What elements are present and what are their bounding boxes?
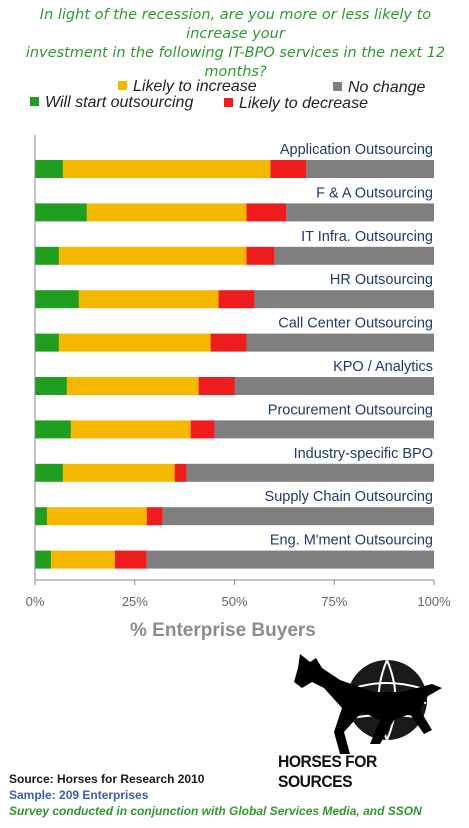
legend-item-no-change: No change xyxy=(333,79,425,97)
x-tick-label-4: 100% xyxy=(417,594,451,609)
bar-likely-to-increase-application-outsourcing xyxy=(62,160,271,178)
bar-no-change-it-infra-outsourcing xyxy=(274,246,434,265)
legend-item-likely-decrease: Likely to decrease xyxy=(224,95,368,113)
bar-likely-to-increase-it-infra-outsourcing xyxy=(58,246,247,265)
bar-likely-to-decrease-industry-specific-bpo xyxy=(174,463,187,482)
category-label-hr-outsourcing: HR Outsourcing xyxy=(330,272,433,288)
bar-likely-to-increase-kpo-analytics xyxy=(66,377,199,395)
footer-survey: Survey conducted in conjunction with Glo… xyxy=(9,804,422,818)
bar-will-start-outsourcing-supply-chain-outsourcing xyxy=(35,507,47,526)
category-label-industry-specific-bpo: Industry-specific BPO xyxy=(294,446,433,462)
category-label-it-infra-outsourcing: IT Infra. Outsourcing xyxy=(301,229,433,245)
legend-swatch-likely-increase xyxy=(118,81,127,90)
x-tick-label-2: 50% xyxy=(221,594,247,609)
bar-no-change-procurement-outsourcing xyxy=(214,420,434,439)
bar-will-start-outsourcing-procurement-outsourcing xyxy=(35,420,71,439)
bar-likely-to-increase-hr-outsourcing xyxy=(78,290,219,309)
bar-likely-to-increase-call-center-outsourcing xyxy=(58,333,211,352)
legend-item-will-start: Will start outsourcing xyxy=(30,94,193,112)
logo-wordmark: HORSES FOR SOURCES xyxy=(278,752,377,791)
category-label-supply-chain-outsourcing: Supply Chain Outsourcing xyxy=(265,489,433,505)
legend-label-no-change: No change xyxy=(348,79,426,96)
bar-likely-to-decrease-supply-chain-outsourcing xyxy=(146,507,163,526)
category-label-eng-m-ment-outsourcing: Eng. M'ment Outsourcing xyxy=(270,533,433,549)
horse-globe-logo xyxy=(294,654,442,754)
bar-will-start-outsourcing-f-a-outsourcing xyxy=(35,203,87,222)
bar-likely-to-increase-procurement-outsourcing xyxy=(70,420,191,439)
legend-swatch-no-change xyxy=(333,82,342,91)
bar-will-start-outsourcing-kpo-analytics xyxy=(35,377,67,395)
bar-likely-to-increase-f-a-outsourcing xyxy=(86,203,247,222)
bar-likely-to-decrease-application-outsourcing xyxy=(270,160,307,178)
bar-will-start-outsourcing-application-outsourcing xyxy=(35,160,63,178)
bar-likely-to-increase-industry-specific-bpo xyxy=(62,463,175,482)
title-line-2: investment in the following IT-BPO servi… xyxy=(25,45,446,80)
bar-no-change-f-a-outsourcing xyxy=(286,203,434,222)
title-line-1: In light of the recession, are you more … xyxy=(39,7,432,42)
bar-will-start-outsourcing-it-infra-outsourcing xyxy=(35,246,59,265)
bar-likely-to-increase-supply-chain-outsourcing xyxy=(46,507,147,526)
x-tick-label-0: 0% xyxy=(26,594,45,609)
bar-will-start-outsourcing-industry-specific-bpo xyxy=(35,463,63,482)
bar-likely-to-decrease-eng-m-ment-outsourcing xyxy=(114,550,147,569)
x-axis-title: % Enterprise Buyers xyxy=(130,620,316,641)
bar-will-start-outsourcing-eng-m-ment-outsourcing xyxy=(35,550,51,569)
category-label-f-a-outsourcing: F & A Outsourcing xyxy=(316,185,433,201)
bar-no-change-application-outsourcing xyxy=(306,160,434,178)
category-label-kpo-analytics: KPO / Analytics xyxy=(333,359,433,375)
bar-no-change-industry-specific-bpo xyxy=(186,463,434,482)
legend-label-likely-decrease: Likely to decrease xyxy=(239,95,368,112)
bar-likely-to-decrease-procurement-outsourcing xyxy=(190,420,215,439)
footer-source: Source: Horses for Research 2010 xyxy=(9,772,205,786)
category-label-call-center-outsourcing: Call Center Outsourcing xyxy=(278,316,433,332)
bar-no-change-eng-m-ment-outsourcing xyxy=(146,550,434,569)
bar-no-change-hr-outsourcing xyxy=(254,290,434,309)
bar-no-change-kpo-analytics xyxy=(234,377,434,395)
bar-will-start-outsourcing-hr-outsourcing xyxy=(35,290,79,309)
bar-likely-to-decrease-call-center-outsourcing xyxy=(210,333,247,352)
legend-item-likely-increase: Likely to increase xyxy=(118,78,257,96)
bar-likely-to-decrease-kpo-analytics xyxy=(198,377,235,395)
legend-swatch-will-start xyxy=(30,97,39,106)
legend-label-will-start: Will start outsourcing xyxy=(45,94,194,111)
legend-swatch-likely-decrease xyxy=(224,98,233,107)
bar-likely-to-increase-eng-m-ment-outsourcing xyxy=(50,550,115,569)
stacked-bar-chart: Application Outsourcing F & A Outsourcing… xyxy=(26,135,451,609)
x-tick-label-1: 25% xyxy=(122,594,148,609)
chart-title: In light of the recession, are you more … xyxy=(8,6,463,82)
legend-label-likely-increase: Likely to increase xyxy=(133,78,257,95)
bar-will-start-outsourcing-call-center-outsourcing xyxy=(35,333,59,352)
bar-likely-to-decrease-hr-outsourcing xyxy=(218,290,255,309)
x-tick-label-3: 75% xyxy=(321,594,347,609)
bar-likely-to-decrease-it-infra-outsourcing xyxy=(246,246,275,265)
bar-likely-to-decrease-f-a-outsourcing xyxy=(246,203,287,222)
category-label-application-outsourcing: Application Outsourcing xyxy=(280,142,433,158)
bar-no-change-supply-chain-outsourcing xyxy=(162,507,434,526)
bar-no-change-call-center-outsourcing xyxy=(246,333,434,352)
category-label-procurement-outsourcing: Procurement Outsourcing xyxy=(268,402,433,418)
footer-sample: Sample: 209 Enterprises xyxy=(9,788,149,802)
